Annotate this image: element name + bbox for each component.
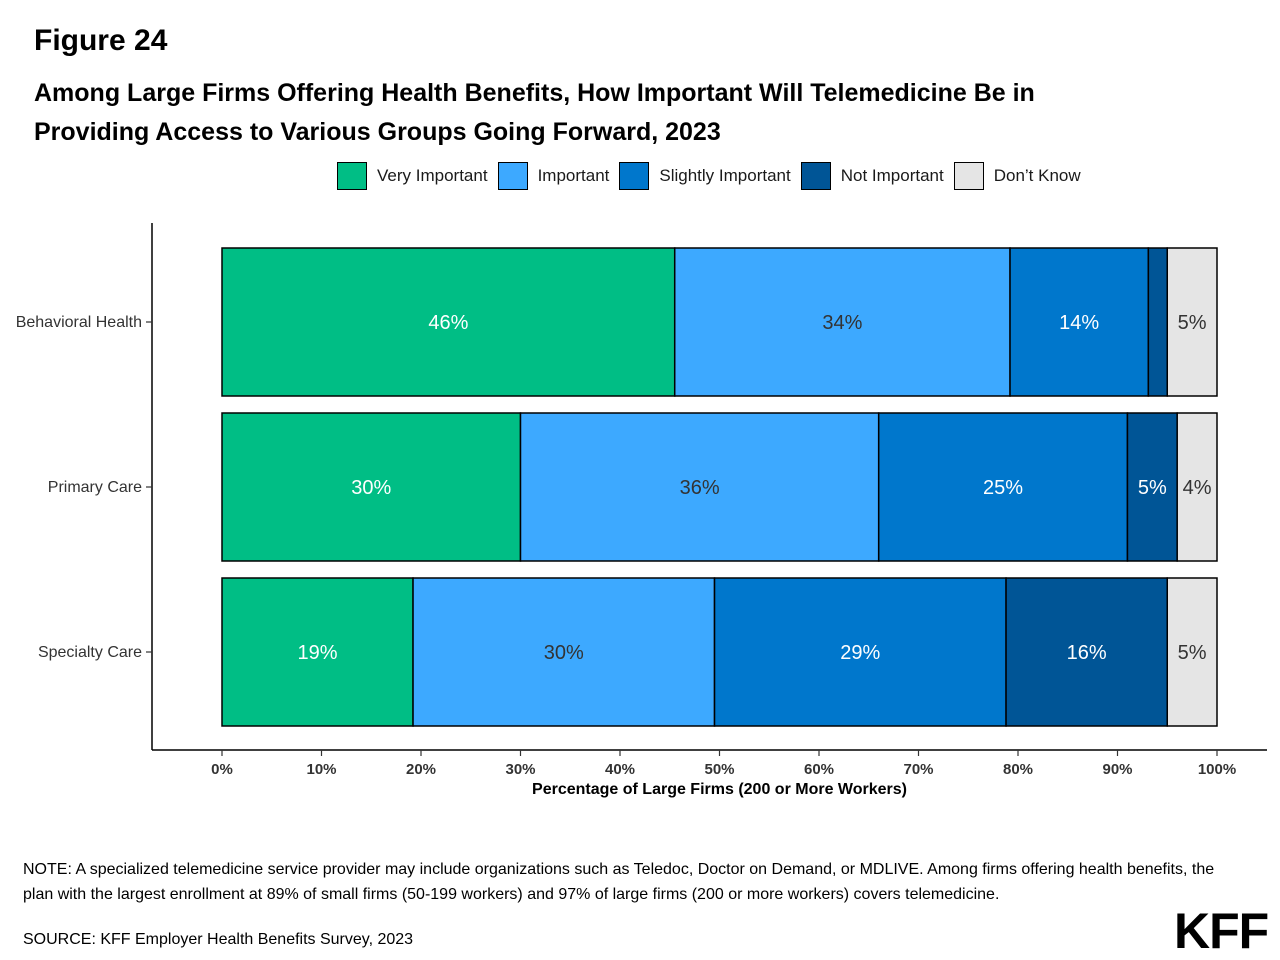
data-label: 5% [1178, 642, 1207, 664]
bar-segment [713, 577, 1007, 727]
legend-label: Very Important [377, 166, 488, 185]
data-label: 30% [544, 642, 584, 664]
bar-segment [519, 412, 880, 562]
legend-swatch [800, 162, 831, 190]
bar-segment [221, 247, 676, 397]
x-tick-label: 10% [306, 761, 336, 778]
data-label: 29% [840, 642, 880, 664]
chart-source: SOURCE: KFF Employer Health Benefits Sur… [23, 931, 414, 948]
data-label: 5% [1178, 312, 1207, 334]
data-label: 34% [822, 312, 862, 334]
bar-segment [1166, 577, 1218, 727]
figure-label: Figure 24 [34, 24, 168, 57]
bar-segment [1126, 412, 1178, 562]
x-tick-label: 100% [1198, 761, 1236, 778]
stacked-bar-chart: 0% 10% 20% 30% 40% 50% 60% 70% 80% 90% 100% Percent… [16, 223, 1267, 798]
bar-segment [673, 247, 1011, 397]
x-tick-label: 90% [1102, 761, 1132, 778]
legend-item-dont-know: Don’t Know [953, 162, 1081, 190]
legend-item-not-important: Not Important [800, 162, 944, 190]
y-category-label: Behavioral Health [16, 314, 142, 331]
chart-note: NOTE: A specialized telemedicine service… [23, 861, 1215, 903]
legend-item-very-important: Very Important [337, 162, 488, 190]
chart-legend: Very Important Important Slightly Import… [337, 160, 1091, 192]
x-tick-label: 20% [406, 761, 436, 778]
legend-item-important: Important [497, 162, 610, 190]
bar-segment [1176, 412, 1218, 562]
legend-label: Not Important [840, 166, 944, 185]
x-tick-label: 80% [1003, 761, 1033, 778]
bar-segment [1009, 247, 1150, 397]
bar-segment [221, 577, 414, 727]
x-tick-label: 50% [704, 761, 734, 778]
x-axis-label: Percentage of Large Firms (200 or More W… [532, 781, 907, 798]
x-tick-label: 60% [804, 761, 834, 778]
data-label: 46% [428, 312, 468, 334]
legend-item-slightly-important: Slightly Important [619, 162, 791, 190]
legend-swatch [619, 162, 650, 190]
bar-segment [412, 577, 716, 727]
data-label: 30% [351, 477, 391, 499]
data-label: 25% [983, 477, 1023, 499]
legend-swatch [337, 162, 367, 190]
chart-title-line-2: Providing Access to Various Groups Going… [34, 118, 721, 146]
legend-swatch [497, 162, 528, 190]
chart-title-line-1: Among Large Firms Offering Health Benefi… [34, 79, 1035, 107]
bar-segment [1147, 247, 1168, 397]
x-tick-label: 30% [505, 761, 535, 778]
x-tick-label: 70% [903, 761, 933, 778]
data-label: 4% [1183, 477, 1212, 499]
chart-title: Among Large Firms Offering Health Benefi… [34, 74, 1214, 152]
data-label: 16% [1067, 642, 1107, 664]
data-label: 14% [1059, 312, 1099, 334]
kff-logo: KFF [1174, 903, 1269, 959]
legend-label: Important [537, 166, 610, 185]
data-label: 19% [298, 642, 338, 664]
data-label: 36% [680, 477, 720, 499]
legend-label: Don’t Know [993, 166, 1081, 185]
data-label: 5% [1138, 477, 1167, 499]
legend-swatch [953, 162, 984, 190]
x-tick-label: 40% [605, 761, 635, 778]
y-category-label: Primary Care [48, 479, 142, 496]
bar-segment [1005, 577, 1168, 727]
legend-label: Slightly Important [659, 166, 791, 185]
bar-segment [1166, 247, 1218, 397]
bar-segment [221, 412, 522, 562]
x-tick-label: 0% [211, 761, 233, 778]
y-category-label: Specialty Care [38, 644, 142, 661]
